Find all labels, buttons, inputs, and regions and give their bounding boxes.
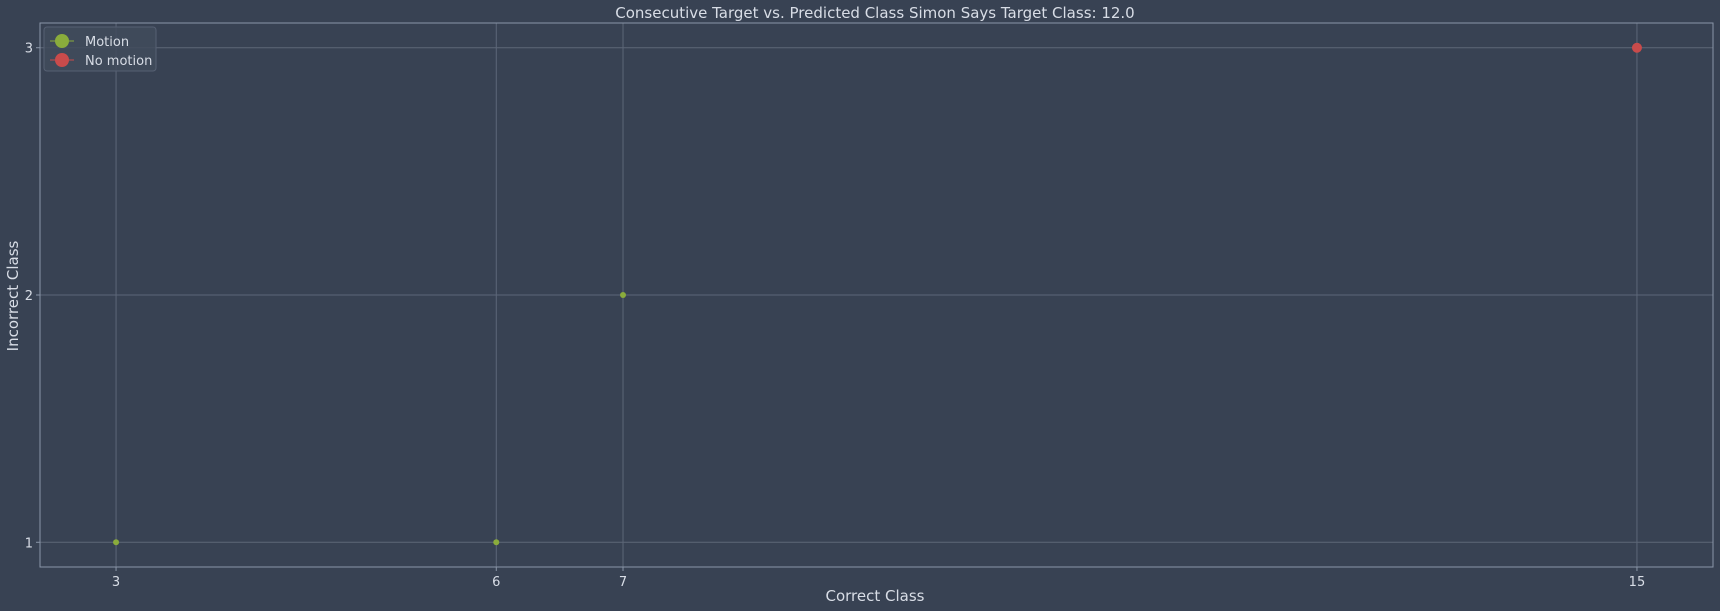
axis-ticks: 3 6 7 15 1 2 3 [25,42,1646,590]
y-axis-title: Incorrect Class [4,240,22,351]
x-tick-label: 15 [1629,575,1646,590]
data-point-motion [493,539,500,546]
legend-label-no-motion: No motion [85,54,152,69]
x-axis-title: Correct Class [826,587,925,605]
legend: Motion No motion [43,26,157,72]
legend-label-motion: Motion [85,35,129,50]
legend-marker-motion [55,34,69,48]
x-tick-label: 6 [492,575,500,590]
legend-marker-no-motion [55,53,69,67]
grid-lines [40,23,1713,567]
y-tick-label: 1 [25,536,33,551]
y-tick-label: 2 [25,289,33,304]
x-tick-label: 3 [112,575,120,590]
data-point-motion [620,292,627,298]
x-tick-label: 7 [619,575,627,590]
chart-title: Consecutive Target vs. Predicted Class S… [615,4,1134,22]
data-point-motion [113,539,120,546]
y-tick-label: 3 [25,42,33,57]
data-points [113,42,1642,546]
data-point-no-motion [1631,42,1642,53]
